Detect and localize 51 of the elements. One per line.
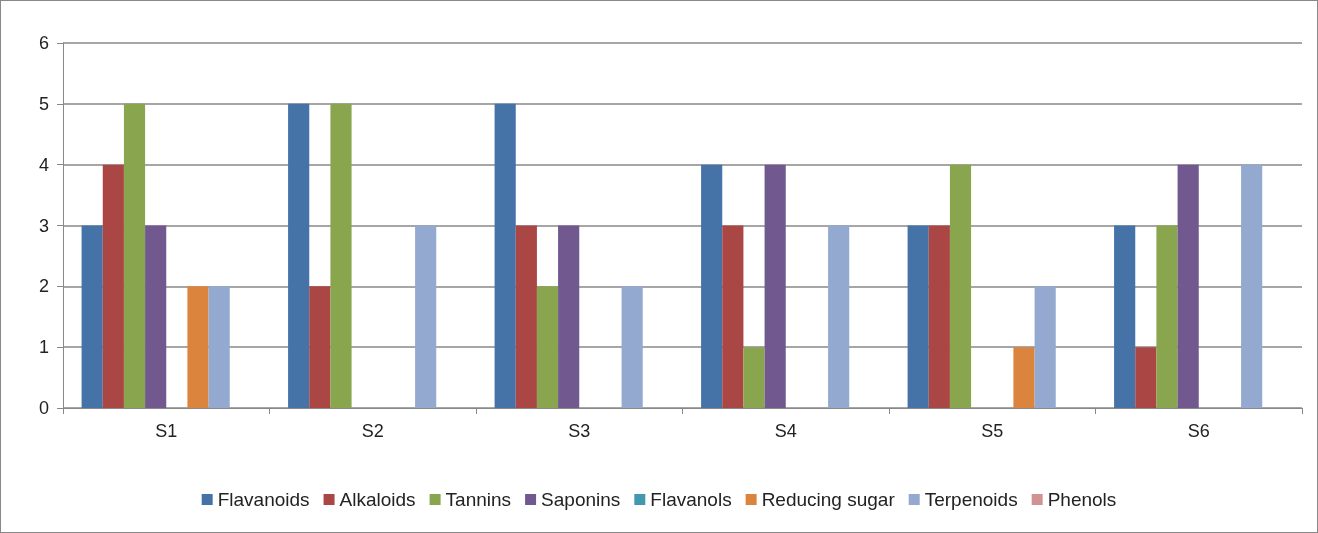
bar: [123, 103, 146, 408]
y-tick-label: 0: [38, 398, 49, 418]
legend-label: Flavanoids: [217, 489, 310, 510]
bar: [515, 225, 537, 408]
x-tick-label: S5: [981, 421, 1004, 441]
bar: [187, 286, 209, 408]
bar: [621, 286, 643, 408]
bar: [102, 164, 124, 408]
bar: [701, 164, 723, 408]
bar: [558, 225, 580, 408]
bar: [743, 347, 765, 408]
bar: [1034, 286, 1056, 408]
bar: [1177, 164, 1199, 408]
bar: [764, 164, 786, 408]
bar: [907, 225, 929, 408]
x-tick-label: S2: [361, 421, 384, 441]
legend-label: Terpenoids: [924, 489, 1018, 510]
bar: [1135, 347, 1157, 408]
bar: [1156, 225, 1178, 408]
y-tick-label: 3: [38, 215, 49, 236]
y-tick-label: 1: [38, 337, 49, 358]
y-tick-label: 6: [38, 33, 49, 53]
legend-label: Saponins: [541, 489, 621, 510]
legend-label: Flavanols: [650, 489, 732, 510]
bar: [1114, 225, 1136, 408]
x-tick-label: S1: [155, 421, 178, 441]
bar: [415, 225, 437, 408]
bar: [208, 286, 230, 408]
bar: [536, 286, 559, 408]
x-tick-label: S3: [568, 421, 591, 441]
bar: [309, 286, 331, 408]
bar: [330, 103, 352, 408]
bar: [494, 103, 516, 408]
x-tick-label: S4: [774, 421, 797, 441]
y-tick-label: 2: [38, 276, 49, 297]
y-tick-label: 4: [38, 154, 49, 175]
bar: [949, 164, 972, 408]
bar: [1013, 347, 1035, 408]
bar: [81, 225, 103, 408]
bar: [145, 225, 167, 408]
bar: [928, 225, 950, 408]
legend-label: Alkaloids: [339, 489, 416, 510]
legend-label: Phenols: [1047, 489, 1117, 510]
bar: [828, 225, 850, 408]
legend-label: Reducing sugar: [761, 489, 896, 510]
bar: [1241, 164, 1263, 408]
y-tick-label: 5: [38, 93, 49, 114]
bar: [722, 225, 744, 408]
x-tick-label: S6: [1187, 421, 1210, 441]
legend-label: Tannins: [445, 489, 512, 510]
bar: [288, 103, 310, 408]
